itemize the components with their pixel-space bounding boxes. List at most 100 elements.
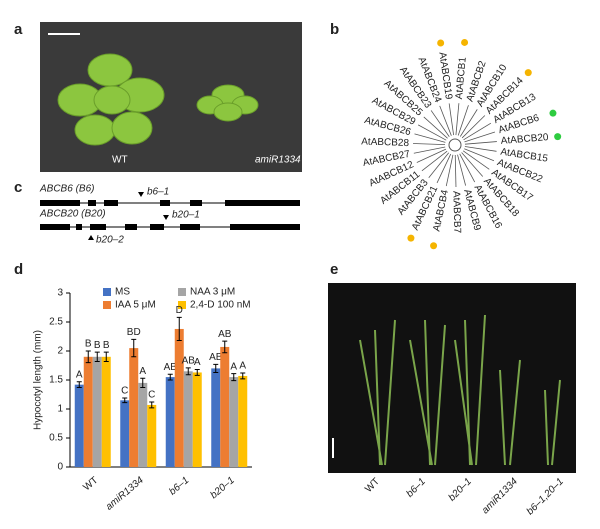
tree-leaf-label: AtABCB28: [361, 136, 410, 149]
significance-letter: B: [103, 340, 110, 351]
tree-marker: [437, 39, 445, 47]
tree-branch: [459, 109, 478, 137]
tree-branch: [461, 115, 486, 139]
significance-letter: A: [76, 369, 83, 380]
significance-letter: B: [94, 340, 101, 351]
significance-letter: AB: [182, 355, 196, 366]
x-tick-label: amiR1334: [104, 475, 146, 513]
error-bar: [194, 369, 200, 376]
tree-branch: [423, 116, 448, 139]
bar: [138, 382, 148, 467]
bar: [211, 368, 221, 467]
significance-letter: AB: [164, 362, 178, 373]
x-tick-label: b20–1: [208, 475, 236, 501]
tree-branch: [459, 153, 476, 183]
photo-label: amiR1334: [255, 155, 301, 166]
tree-leaf-label: AtABCB20: [500, 132, 549, 147]
error-bar: [149, 401, 155, 409]
error-bar: [231, 373, 237, 382]
error-bar: [213, 363, 219, 373]
tree-marker: [524, 69, 532, 77]
legend-label: IAA 5 μM: [115, 300, 156, 311]
significance-letter: BD: [127, 327, 141, 338]
significance-letter: A: [239, 361, 246, 372]
bar: [174, 328, 184, 467]
tree-branch: [436, 153, 452, 184]
significance-letter: A: [139, 366, 146, 377]
significance-letter: C: [148, 390, 155, 401]
bar: [229, 377, 239, 467]
y-tick-label: 2: [57, 346, 63, 357]
tree-marker: [549, 109, 557, 117]
significance-letter: C: [121, 386, 128, 397]
tree-branch: [464, 141, 497, 145]
panel-label: d: [14, 261, 23, 278]
bar: [147, 404, 157, 467]
error-bar: [167, 373, 173, 381]
legend-swatch: [103, 301, 111, 309]
photo-label: b20–1: [447, 476, 474, 503]
error-bar: [103, 351, 109, 362]
legend-swatch: [178, 301, 186, 309]
tree-branch: [421, 150, 448, 172]
allele-label: b6–1: [147, 187, 169, 198]
tree-branch: [463, 122, 492, 141]
gene-structures: ABCB6 (B6) b6–1 ABCB20 (B20) b20–1 b20–2: [39, 184, 300, 246]
significance-letter: A: [230, 361, 237, 372]
error-bar: [222, 340, 228, 354]
tree-branch: [457, 105, 469, 136]
tree-branch: [414, 133, 446, 143]
error-bar: [176, 316, 182, 342]
tree-branch: [448, 103, 455, 136]
bar: [120, 400, 130, 467]
significance-letter: AB: [218, 329, 232, 340]
tree-marker: [554, 133, 562, 141]
error-bar: [131, 338, 137, 358]
tree-branch: [417, 124, 447, 141]
tree-branch: [445, 154, 454, 187]
error-bar: [185, 367, 191, 376]
photo-label: b6–1,20–1: [525, 476, 566, 517]
tree-branch: [455, 103, 460, 136]
photo-label: WT: [112, 155, 128, 166]
photo-e: [328, 283, 576, 473]
bar: [74, 384, 84, 467]
bar: [92, 356, 102, 467]
panel-label: c: [14, 179, 22, 196]
bar: [192, 372, 202, 467]
tree-branch: [461, 152, 484, 177]
error-bar: [85, 350, 91, 364]
significance-letter: A: [194, 357, 201, 368]
tree-branch: [413, 146, 446, 154]
photo-a: WT amiR1334: [40, 22, 302, 172]
bar: [183, 371, 193, 467]
error-bar: [140, 377, 146, 389]
tree-leaf-label: AtABCB1: [454, 56, 469, 100]
tree-branch: [454, 154, 457, 187]
legend-label: MS: [115, 287, 130, 298]
error-bar: [122, 397, 128, 404]
tree-branch: [464, 131, 496, 143]
bar: [165, 377, 175, 467]
error-bar: [76, 381, 82, 389]
photo-label: b6–1: [404, 476, 428, 500]
tree-branch: [416, 148, 447, 163]
y-tick-label: 2.5: [49, 317, 63, 328]
tree-branch: [457, 154, 467, 186]
tree-marker: [461, 38, 469, 46]
y-tick-label: 0.5: [49, 433, 63, 444]
bar: [101, 356, 111, 467]
tree-branch: [462, 150, 490, 170]
legend-label: 2,4-D 100 nM: [190, 300, 251, 311]
legend-swatch: [178, 288, 186, 296]
photo-label: amiR1334: [480, 476, 520, 516]
significance-letter: AB: [209, 352, 223, 363]
gene-name: ABCB20 (B20): [39, 209, 106, 220]
tree-marker: [407, 234, 415, 242]
y-tick-label: 1.5: [49, 375, 63, 386]
significance-letter: B: [85, 339, 92, 350]
y-tick-label: 1: [57, 404, 63, 415]
y-tick-label: 0: [57, 462, 63, 473]
tree-hub: [448, 138, 462, 152]
x-tick-label: b6–1: [167, 475, 191, 498]
